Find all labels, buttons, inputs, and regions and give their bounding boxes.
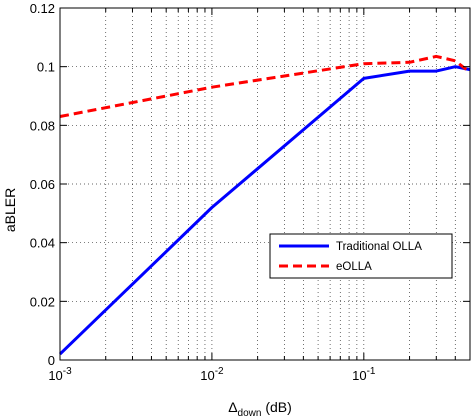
x-tick-label: 10-2 (200, 366, 224, 383)
legend-label-traditional-olla: Traditional OLLA (336, 241, 422, 253)
y-tick-label: 0.12 (30, 1, 55, 16)
y-tick-label: 0.06 (30, 177, 55, 192)
y-tick-label: 0.08 (30, 118, 55, 133)
grid (59, 7, 471, 361)
y-tick-label: 0.1 (37, 60, 55, 75)
legend-label-eolla: eOLLA (336, 261, 372, 273)
x-tick-label: 10-1 (352, 366, 376, 383)
legend: Traditional OLLA eOLLA (269, 233, 453, 279)
y-tick-label: 0 (48, 353, 55, 368)
x-tick-labels: 10-3 10-2 10-1 (48, 366, 376, 383)
y-axis-label: aBLER (2, 188, 18, 232)
series-line-traditional-olla (58, 65, 471, 356)
x-tick-label: 10-3 (48, 366, 72, 383)
x-axis-label: Δdown (dB) (228, 399, 292, 419)
series-group (58, 54, 471, 356)
series-line-eolla (59, 54, 471, 118)
x-axis-label-subscript: down (238, 408, 262, 419)
tick-marks (59, 7, 471, 361)
legend-box (269, 233, 453, 279)
y-tick-labels: 0 0.02 0.04 0.06 0.08 0.1 0.12 (30, 1, 55, 368)
y-tick-label: 0.02 (30, 294, 55, 309)
x-axis-label-symbol: Δ (228, 399, 237, 415)
y-tick-label: 0.04 (30, 236, 55, 251)
x-axis-label-unit: (dB) (261, 399, 291, 415)
